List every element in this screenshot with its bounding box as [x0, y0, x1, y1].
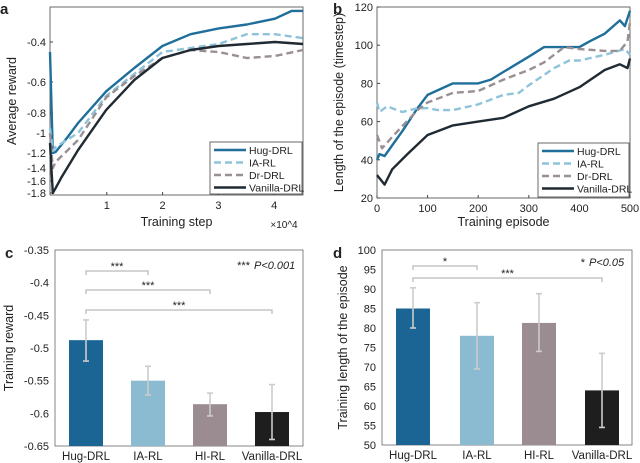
y-tick-label: 100 [355, 40, 373, 52]
y-tick-label: 80 [364, 323, 376, 335]
y-tick-label: -1.4 [27, 163, 46, 175]
y-tick-label: 60 [361, 117, 373, 129]
legend-label: Vanilla-DRL [577, 184, 632, 196]
panel-letter: b [333, 1, 342, 18]
x-tick-label: 0 [374, 203, 380, 215]
series-line-hug-drl [375, 10, 632, 161]
y-tick-label: 100 [358, 245, 376, 257]
p-value-note: P<0.001 [254, 260, 295, 272]
series-line-dr-drl [48, 48, 304, 170]
x-axis-label: Training step [141, 215, 213, 229]
y-tick-label: -0.4 [27, 37, 46, 49]
y-tick-label: -0.45 [24, 310, 49, 322]
legend-label: Hug-DRL [249, 145, 293, 157]
legend-label: Hug-DRL [577, 146, 621, 158]
category-label: IA-RL [462, 450, 492, 462]
y-tick-label: 90 [364, 284, 376, 296]
y-tick-label: -0.35 [24, 245, 49, 257]
y-tick-label: 20 [361, 193, 373, 205]
y-tick-label: -0.65 [24, 441, 49, 453]
y-tick-label: -0.55 [24, 376, 49, 388]
y-tick-label: -0.6 [27, 77, 46, 89]
panel-letter: c [5, 245, 13, 262]
significance-stars: *** [111, 261, 125, 273]
category-label: Hug-DRL [389, 450, 438, 462]
significance-bracket [412, 265, 478, 270]
x-tick-label: 300 [520, 203, 538, 215]
y-tick-label: 85 [364, 304, 376, 316]
legend-label: Dr-DRL [577, 171, 613, 183]
significance-stars: *** [142, 280, 156, 292]
series-line-vanilla-drl [376, 58, 632, 186]
x-multiplier: ×10^4 [270, 220, 298, 231]
panel-letter: a [0, 1, 9, 18]
category-label: Vanilla-DRL [572, 450, 633, 462]
significance-bracket [412, 277, 603, 282]
legend-label: IA-RL [577, 159, 604, 171]
y-tick-label: -1.6 [27, 176, 46, 188]
category-label: HI-RL [195, 451, 226, 463]
x-tick-label: 4 [271, 200, 277, 212]
y-tick-label: 75 [364, 343, 376, 355]
panel-letter: d [333, 245, 342, 262]
significance-stars: *** [173, 300, 187, 312]
category-label: Vanilla-DRL [242, 451, 303, 463]
y-tick-label: 80 [361, 78, 373, 90]
category-label: IA-RL [133, 451, 163, 463]
x-tick-label: 2 [160, 200, 166, 212]
x-tick-label: 1 [104, 200, 110, 212]
series-line-dr-drl [375, 22, 632, 150]
category-label: Hug-DRL [62, 451, 111, 463]
significance-bracket [85, 270, 149, 275]
x-tick-label: 200 [469, 203, 487, 215]
y-axis-label: Training reward [2, 305, 16, 391]
y-axis-label: Training length of the episode [336, 265, 350, 429]
y-tick-label: -0.6 [30, 408, 49, 420]
legend-label: Vanilla-DRL [249, 183, 304, 195]
series-line-hug-drl [48, 9, 303, 155]
category-label: HI-RL [524, 450, 555, 462]
significance-bracket [85, 289, 211, 294]
significance-stars: *** [501, 268, 515, 280]
y-tick-label: 55 [364, 421, 376, 433]
y-tick-label: 65 [364, 382, 376, 394]
p-value-stars: *** [237, 260, 251, 272]
legend-label: Dr-DRL [249, 170, 285, 182]
y-axis-label: Average reward [5, 57, 19, 145]
legend-label: IA-RL [249, 158, 276, 170]
y-tick-label: 95 [364, 265, 376, 277]
y-tick-label: 50 [364, 440, 376, 452]
x-tick-label: 3 [215, 200, 221, 212]
significance-stars: * [443, 256, 448, 268]
y-tick-label: 120 [355, 2, 373, 14]
y-axis-label: Length of the episode (timestep) [332, 13, 346, 192]
x-tick-label: 500 [621, 203, 639, 215]
y-tick-label: -0.8 [27, 108, 46, 120]
series-line-ia-rl [48, 33, 304, 153]
y-tick-label: 60 [364, 401, 376, 413]
significance-bracket [85, 309, 273, 314]
y-tick-label: -0.4 [30, 278, 49, 290]
y-tick-label: -1.8 [27, 188, 46, 200]
y-tick-label: -1.2 [27, 148, 46, 160]
series-line-vanilla-drl [48, 40, 304, 195]
bar-hug-drl [396, 308, 430, 445]
p-value-note: P<0.05 [589, 257, 625, 269]
y-tick-label: -1 [36, 128, 46, 140]
y-tick-label: -0.5 [30, 343, 49, 355]
p-value-stars: * [581, 257, 586, 269]
y-tick-label: 70 [364, 362, 376, 374]
series-line-ia-rl [375, 47, 631, 114]
x-axis-label: Training episode [458, 215, 550, 229]
x-tick-label: 100 [418, 203, 436, 215]
y-tick-label: 40 [361, 155, 373, 167]
x-tick-label: 400 [570, 203, 588, 215]
